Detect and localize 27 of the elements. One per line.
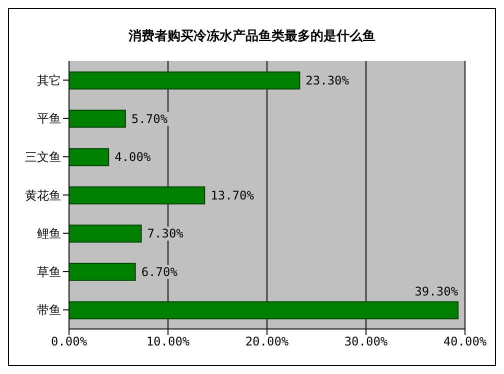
chart-title: 消费者购买冷冻水产品鱼类最多的是什么鱼 — [128, 28, 376, 46]
bar — [69, 224, 142, 243]
y-tick-label: 三文鱼 — [25, 150, 61, 164]
y-tick-label: 带鱼 — [37, 303, 61, 318]
bar — [69, 262, 136, 281]
data-label: 23.30% — [306, 74, 350, 88]
y-tick-label: 鲤鱼 — [37, 226, 61, 241]
x-tick-label: 40.00% — [443, 334, 488, 349]
x-tick-label: 20.00% — [245, 334, 290, 349]
x-tick-label: 30.00% — [344, 334, 388, 349]
data-label: 4.00% — [114, 150, 152, 164]
y-tick-label: 其它 — [37, 73, 61, 88]
bar — [69, 72, 300, 90]
y-tick-label: 草鱼 — [37, 264, 61, 279]
bar — [69, 110, 126, 128]
x-tick-label: 10.00% — [146, 334, 190, 349]
bar — [69, 148, 110, 166]
y-tick-label: 黄花鱼 — [25, 188, 61, 202]
data-label: 6.70% — [141, 264, 178, 279]
data-label: 39.30% — [414, 284, 459, 299]
data-label: 13.70% — [210, 188, 255, 202]
data-label: 7.30% — [147, 226, 184, 241]
bar — [69, 186, 206, 204]
bar — [69, 301, 459, 320]
data-label: 5.70% — [131, 112, 168, 126]
y-tick-label: 平鱼 — [37, 112, 61, 126]
x-tick-label: 0.00% — [50, 334, 88, 349]
